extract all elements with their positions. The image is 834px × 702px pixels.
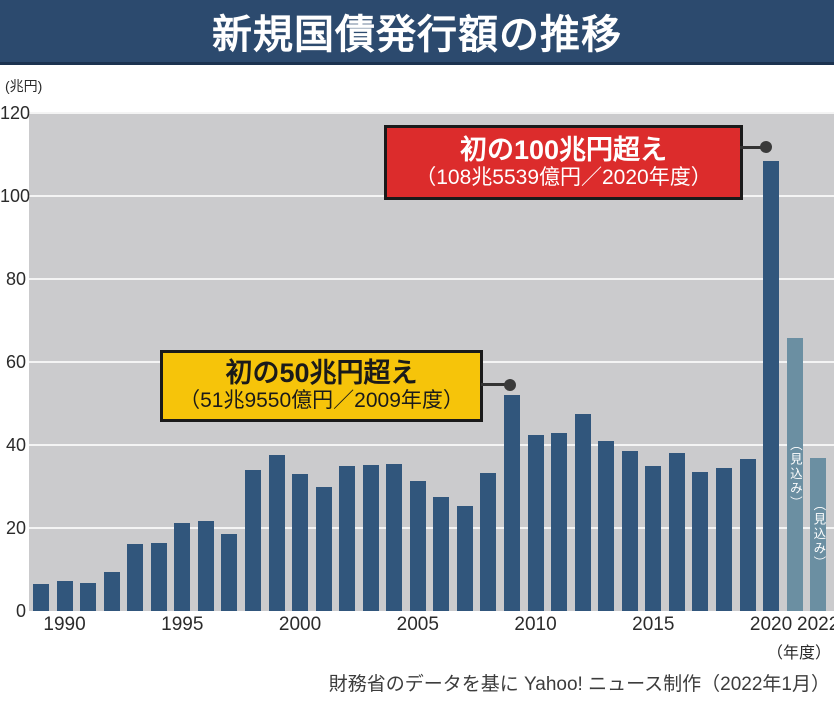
gridline-80 — [29, 278, 834, 280]
gridline-20 — [29, 527, 834, 529]
x-tick-2015: 2015 — [632, 614, 675, 635]
forecast-label-2021: （見込み） — [787, 438, 802, 511]
bar-2011 — [551, 433, 568, 611]
y-tick-20: 20 — [5, 518, 26, 538]
bar-2013 — [598, 441, 615, 611]
bar-2014 — [621, 451, 638, 611]
bar-1990 — [56, 580, 73, 611]
x-tick-2022: 2022 — [797, 614, 834, 635]
callout-50-connector-line — [481, 383, 509, 386]
bar-2002 — [339, 465, 356, 611]
bar-2016 — [668, 453, 685, 611]
x-tick-2020: 2020 — [749, 614, 793, 635]
y-tick-0: 0 — [15, 601, 26, 621]
y-tick-120: 120 — [0, 103, 31, 123]
bar-2015 — [645, 466, 662, 611]
bar-2000 — [292, 474, 309, 611]
bar-2021: （見込み） — [786, 338, 803, 611]
x-tick-1990: 1990 — [43, 614, 86, 635]
bar-1998 — [244, 469, 261, 611]
bar-2012 — [574, 413, 591, 611]
bar-2001 — [315, 486, 332, 611]
bar-2017 — [692, 471, 709, 611]
forecast-label-2022: （見込み） — [811, 498, 826, 571]
y-axis-unit-label: (兆円) — [5, 78, 43, 94]
bar-2019 — [739, 459, 756, 611]
bar-2005 — [409, 481, 426, 611]
y-tick-40: 40 — [5, 435, 26, 455]
title-bar: 新規国債発行額の推移 — [0, 0, 834, 65]
bar-2010 — [527, 435, 544, 611]
bar-1989 — [33, 583, 49, 611]
bar-2022: （見込み） — [810, 457, 827, 611]
x-tick-2005: 2005 — [396, 614, 439, 635]
bar-1995 — [174, 523, 191, 611]
y-tick-80: 80 — [5, 269, 26, 289]
bar-1994 — [150, 542, 167, 611]
callout-100-title: 初の100兆円超え — [459, 134, 668, 165]
callout-50-connector-dot — [504, 379, 516, 391]
chart-title: 新規国債発行額の推移 — [212, 13, 622, 57]
bar-1992 — [103, 571, 120, 611]
callout-100-connector-dot — [760, 141, 772, 153]
bar-2009 — [504, 395, 520, 611]
callout-100-connector-line — [740, 146, 764, 149]
bar-1999 — [268, 455, 285, 611]
callout-50-trillion: 初の50兆円超え （51兆9550億円／2009年度） — [160, 350, 483, 422]
x-tick-1995: 1995 — [161, 614, 204, 635]
gridline-120 — [29, 112, 834, 114]
y-tick-100: 100 — [0, 186, 31, 206]
bar-2003 — [362, 464, 379, 611]
callout-100-detail: （108兆5539億円／2020年度） — [415, 165, 712, 189]
gridline-40 — [29, 444, 834, 446]
bar-2006 — [433, 496, 450, 611]
bar-1997 — [221, 534, 238, 611]
callout-50-detail: （51兆9550億円／2009年度） — [179, 389, 464, 413]
bar-2007 — [456, 505, 473, 611]
bar-1993 — [127, 543, 144, 611]
bar-2004 — [386, 463, 403, 611]
x-tick-2010: 2010 — [514, 614, 557, 635]
callout-100-trillion: 初の100兆円超え （108兆5539億円／2020年度） — [384, 125, 743, 200]
callout-50-title: 初の50兆円超え — [225, 358, 418, 389]
y-tick-60: 60 — [5, 352, 26, 372]
bar-1991 — [80, 583, 97, 611]
bar-2018 — [715, 468, 732, 611]
x-tick-2000: 2000 — [278, 614, 322, 635]
bar-2008 — [480, 473, 497, 611]
x-axis-unit-label: （年度） — [766, 645, 831, 662]
source-credit: 財務省のデータを基に Yahoo! ニュース制作（2022年1月） — [328, 674, 830, 695]
bar-1996 — [197, 520, 214, 611]
bar-2020 — [763, 160, 780, 611]
